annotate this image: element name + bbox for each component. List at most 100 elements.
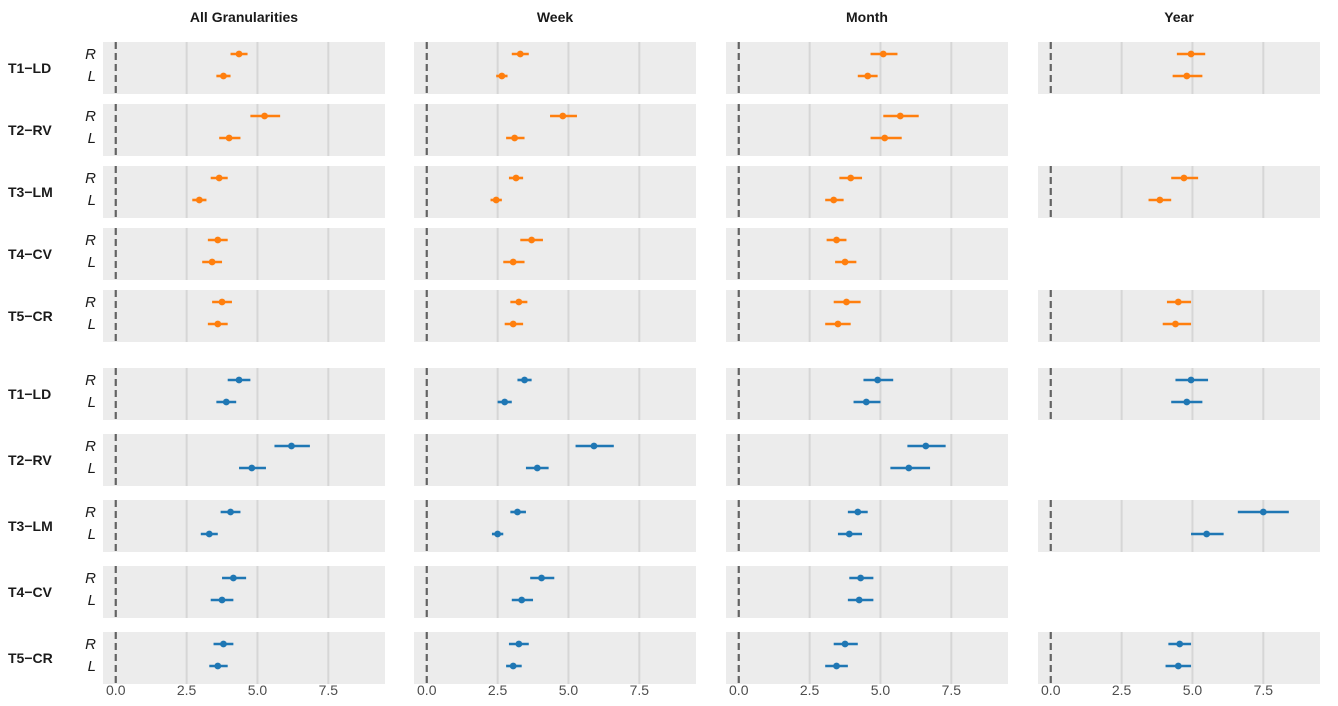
estimate-point-r — [218, 298, 226, 306]
x-tick-label: 7.5 — [1254, 682, 1274, 698]
panel-background — [103, 566, 385, 618]
side-label-l: L — [88, 526, 96, 543]
task-label: T2−RV — [8, 122, 52, 138]
facet-panel — [1038, 42, 1320, 94]
facet-panel — [103, 566, 385, 618]
estimate-point-r — [1176, 640, 1184, 648]
side-label-r: R — [85, 294, 96, 311]
x-tick-label: 5.0 — [559, 682, 579, 698]
estimate-point-l — [830, 196, 838, 204]
estimate-point-l — [1172, 320, 1179, 328]
facet-panel — [103, 228, 385, 280]
panel-background — [726, 290, 1008, 342]
estimate-point-l — [1174, 662, 1182, 670]
panel-background — [414, 290, 696, 342]
side-label-r: R — [85, 570, 96, 587]
side-label-r: R — [85, 372, 96, 389]
side-label-l: L — [88, 192, 96, 209]
x-tick-label: 2.5 — [177, 682, 197, 698]
facet-panel — [414, 368, 696, 420]
estimate-point-l — [881, 134, 889, 142]
task-label: T3−LM — [8, 518, 53, 534]
panel-background — [414, 368, 696, 420]
panel-background — [103, 500, 385, 552]
estimate-point-r — [843, 298, 850, 306]
x-tick-label: 0.0 — [106, 682, 126, 698]
panel-background — [103, 290, 385, 342]
side-label-r: R — [85, 636, 96, 653]
estimate-point-r — [528, 236, 536, 244]
x-tick-label: 2.5 — [488, 682, 508, 698]
estimate-point-l — [195, 196, 203, 204]
task-label: T5−CR — [8, 308, 53, 324]
facet-panel — [103, 500, 385, 552]
x-tick-label: 5.0 — [248, 682, 268, 698]
estimate-point-l — [509, 258, 517, 266]
panel-background — [103, 104, 385, 156]
estimate-point-r — [288, 442, 295, 450]
estimate-point-r — [1259, 508, 1267, 516]
facet-panel — [103, 42, 385, 94]
estimate-point-l — [494, 530, 502, 538]
facet-panel — [103, 290, 385, 342]
estimate-point-r — [515, 298, 523, 306]
x-tick-label: 7.5 — [319, 682, 339, 698]
facet-panel — [103, 104, 385, 156]
estimate-point-l — [518, 596, 526, 604]
estimate-point-l — [248, 464, 256, 472]
estimate-point-l — [855, 596, 863, 604]
x-tick-label: 2.5 — [800, 682, 820, 698]
facet-title: Week — [537, 9, 574, 25]
facet-panel — [414, 42, 696, 94]
estimate-point-r — [521, 376, 528, 384]
estimate-point-l — [845, 530, 853, 538]
panel-background — [103, 632, 385, 684]
panel-background — [726, 368, 1008, 420]
facet-title: Year — [1164, 9, 1194, 25]
facet-panel — [414, 104, 696, 156]
estimate-point-r — [1187, 376, 1195, 384]
estimate-point-l — [492, 196, 500, 204]
side-label-r: R — [85, 504, 96, 521]
facet-panel — [726, 228, 1008, 280]
estimate-point-r — [1187, 50, 1195, 58]
facet-title: Month — [846, 9, 888, 25]
estimate-point-l — [833, 662, 840, 670]
estimate-point-r — [261, 112, 268, 120]
panel-background — [726, 566, 1008, 618]
panel-background — [726, 166, 1008, 218]
facet-panel — [414, 632, 696, 684]
task-label: T4−CV — [8, 246, 53, 262]
estimate-point-l — [222, 398, 230, 406]
estimate-point-l — [501, 398, 509, 406]
estimate-point-l — [214, 320, 222, 328]
estimate-point-r — [215, 174, 223, 182]
panel-background — [1038, 500, 1320, 552]
x-tick-label: 5.0 — [1183, 682, 1203, 698]
side-label-l: L — [88, 254, 96, 271]
facet-panel — [726, 104, 1008, 156]
estimate-point-r — [516, 50, 524, 58]
facet-panel — [103, 434, 385, 486]
estimate-point-l — [841, 258, 849, 266]
estimate-point-l — [533, 464, 541, 472]
estimate-point-r — [874, 376, 882, 384]
panel-background — [726, 42, 1008, 94]
estimate-point-l — [1203, 530, 1211, 538]
estimate-point-r — [559, 112, 567, 120]
estimate-point-l — [498, 72, 506, 80]
panel-background — [1038, 166, 1320, 218]
task-label: T4−CV — [8, 584, 53, 600]
estimate-point-r — [1180, 174, 1188, 182]
facet-panel — [103, 632, 385, 684]
estimate-point-r — [590, 442, 598, 450]
estimate-point-l — [1156, 196, 1164, 204]
estimate-point-l — [225, 134, 233, 142]
estimate-point-l — [214, 662, 222, 670]
task-label: T1−LD — [8, 386, 51, 402]
facet-panel — [414, 566, 696, 618]
facet-panel — [726, 368, 1008, 420]
panel-background — [414, 434, 696, 486]
panel-background — [1038, 290, 1320, 342]
estimate-point-l — [511, 134, 519, 142]
